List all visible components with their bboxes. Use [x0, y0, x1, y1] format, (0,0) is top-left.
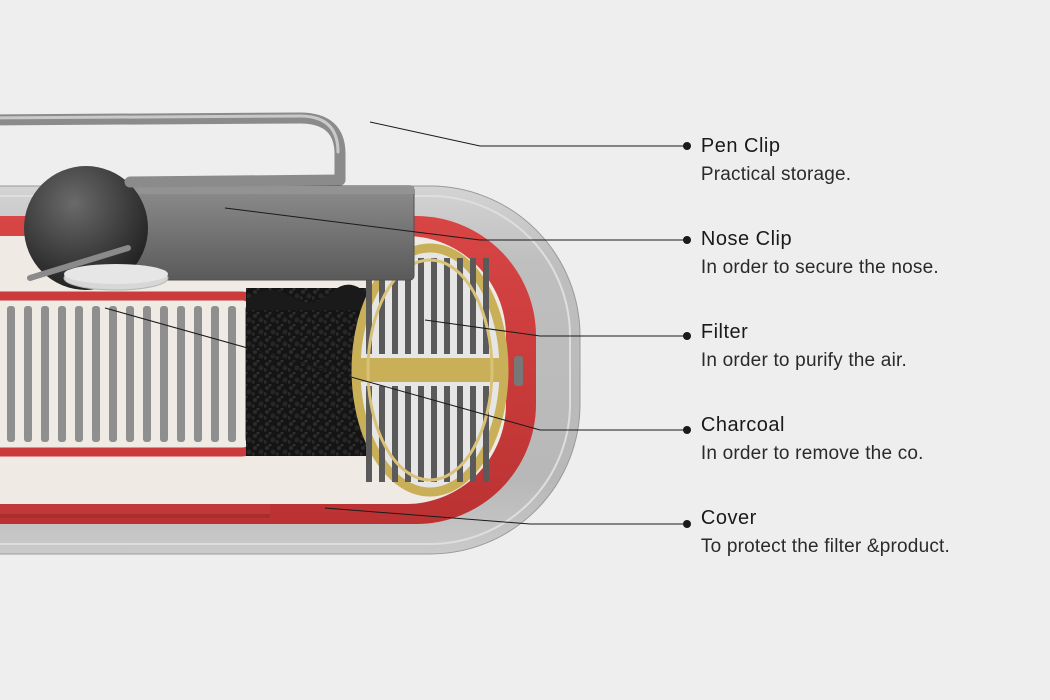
labels-column: Pen Clip Practical storage. Nose Clip In or…	[701, 135, 950, 558]
label-title: Filter	[701, 321, 950, 344]
nose-clip	[130, 186, 414, 280]
label-desc: Practical storage.	[701, 164, 950, 186]
label-nose-clip: Nose Clip In order to secure the nose.	[701, 228, 950, 279]
label-desc: In order to secure the nose.	[701, 257, 950, 279]
filter-left	[0, 296, 256, 452]
cover-slot	[514, 356, 523, 386]
pen-clip	[0, 116, 340, 182]
label-filter: Filter In order to purify the air.	[701, 321, 950, 372]
label-title: Nose Clip	[701, 228, 950, 251]
label-desc: To protect the filter &product.	[701, 536, 950, 558]
label-title: Charcoal	[701, 414, 950, 437]
label-cover: Cover To protect the filter &product.	[701, 507, 950, 558]
label-desc: In order to remove the co.	[701, 443, 950, 465]
filter-disc	[356, 248, 504, 492]
label-title: Cover	[701, 507, 950, 530]
label-pen-clip: Pen Clip Practical storage.	[701, 135, 950, 186]
label-charcoal: Charcoal In order to remove the co.	[701, 414, 950, 465]
label-desc: In order to purify the air.	[701, 350, 950, 372]
label-title: Pen Clip	[701, 135, 950, 158]
